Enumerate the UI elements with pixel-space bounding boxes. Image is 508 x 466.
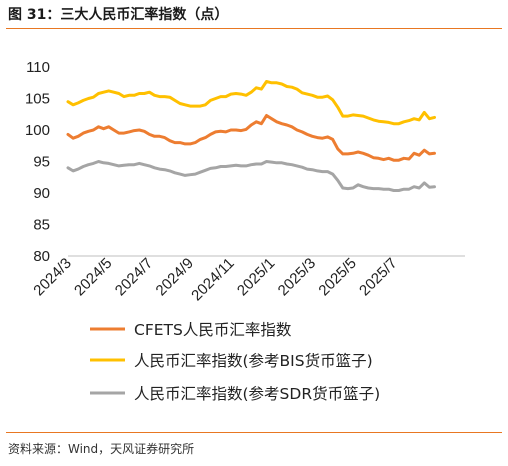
y-tick-label: 100 bbox=[25, 122, 50, 139]
legend-label: 人民币汇率指数(参考BIS货币篮子) bbox=[134, 352, 373, 370]
legend-item-3: 人民币汇率指数(参考SDR货币篮子) bbox=[90, 385, 380, 403]
title-rule bbox=[6, 28, 502, 29]
y-tick-label: 105 bbox=[25, 91, 50, 108]
figure-title: 图 31：三大人民币汇率指数（点） bbox=[8, 7, 229, 23]
series-layer bbox=[66, 80, 436, 192]
x-tick-label: 2025/3 bbox=[275, 255, 319, 299]
y-axis: 80 85 90 95 100 105 110 bbox=[25, 59, 50, 265]
legend-label: CFETS人民币汇率指数 bbox=[134, 321, 292, 339]
y-tick-label: 110 bbox=[26, 59, 50, 76]
footer-rule bbox=[6, 432, 502, 433]
x-tick-label: 2025/5 bbox=[315, 255, 359, 299]
series-line-3 bbox=[66, 160, 436, 192]
legend-label: 人民币汇率指数(参考SDR货币篮子) bbox=[134, 385, 380, 403]
y-tick-label: 90 bbox=[33, 185, 50, 202]
y-tick-label: 85 bbox=[33, 217, 50, 234]
x-tick-label: 2025/7 bbox=[356, 255, 400, 299]
line-chart: 80 85 90 95 100 105 110 2024/32024/52024/72024… bbox=[25, 59, 465, 403]
series-line-2 bbox=[66, 80, 436, 126]
x-tick-label: 2024/7 bbox=[112, 255, 156, 299]
legend-item-2: 人民币汇率指数(参考BIS货币篮子) bbox=[90, 352, 373, 370]
series-line-1 bbox=[66, 114, 436, 162]
x-tick-label: 2024/11 bbox=[188, 255, 238, 305]
x-tick-label: 2024/5 bbox=[71, 255, 115, 299]
x-axis: 2024/32024/52024/72024/92024/112025/1202… bbox=[30, 255, 400, 305]
y-tick-label: 80 bbox=[33, 248, 50, 265]
legend-item-1: CFETS人民币汇率指数 bbox=[90, 321, 292, 339]
source-note: 资料来源：Wind，天风证券研究所 bbox=[8, 442, 195, 456]
y-tick-label: 95 bbox=[33, 154, 50, 171]
x-tick-label: 2025/1 bbox=[234, 255, 278, 299]
